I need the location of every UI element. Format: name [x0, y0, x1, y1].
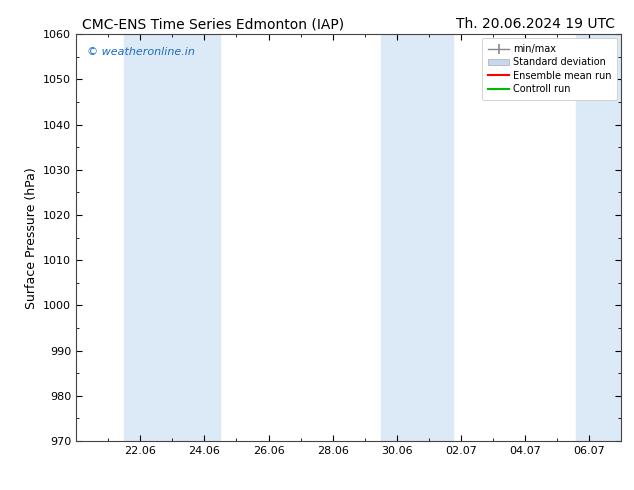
Legend: min/max, Standard deviation, Ensemble mean run, Controll run: min/max, Standard deviation, Ensemble me… — [482, 38, 618, 100]
Text: Th. 20.06.2024 19 UTC: Th. 20.06.2024 19 UTC — [456, 17, 615, 31]
Bar — [381, 34, 453, 441]
Bar — [576, 34, 621, 441]
Text: © weatheronline.in: © weatheronline.in — [87, 47, 195, 56]
Y-axis label: Surface Pressure (hPa): Surface Pressure (hPa) — [25, 167, 37, 309]
Bar — [124, 34, 221, 441]
Text: CMC-ENS Time Series Edmonton (IAP): CMC-ENS Time Series Edmonton (IAP) — [82, 17, 344, 31]
